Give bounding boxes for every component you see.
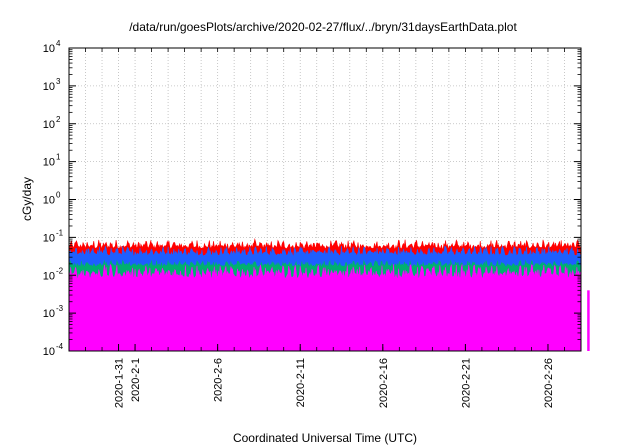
y-tick-exponent: -3 <box>56 304 64 313</box>
y-tick-label: 10 <box>43 81 55 93</box>
y-tick-label: 10 <box>43 43 55 55</box>
x-tick-labels: 2020-1-31 2020-2-1 2020-2-6 2020-2-11 2020-2… <box>114 358 556 408</box>
y-tick-label: 10 <box>43 157 55 169</box>
data-series <box>68 238 590 352</box>
x-tick-label: 2020-2-16 <box>378 358 390 408</box>
x-tick-label: 2020-2-1 <box>130 358 142 402</box>
y-tick-exponent: 3 <box>56 77 61 86</box>
y-tick-exponent: 4 <box>56 39 61 48</box>
x-tick-label: 2020-2-11 <box>295 358 307 407</box>
y-tick-label: 10 <box>43 308 55 320</box>
x-tick-label: 2020-1-31 <box>114 358 126 408</box>
chart-title: /data/run/goesPlots/archive/2020-02-27/f… <box>129 20 517 34</box>
x-tick-label: 2020-2-26 <box>543 358 555 408</box>
y-tick-exponent: -1 <box>56 228 64 237</box>
y-tick-label: 10 <box>43 270 55 282</box>
y-tick-label: 10 <box>43 195 55 207</box>
y-tick-exponent: -2 <box>56 266 64 275</box>
y-tick-label: 10 <box>43 119 55 131</box>
y-tick-exponent: -4 <box>56 342 64 351</box>
y-axis-label: cGy/day <box>20 177 34 221</box>
y-tick-label: 10 <box>43 346 55 358</box>
x-tick-label: 2020-2-6 <box>213 358 225 402</box>
y-tick-exponent: 0 <box>56 191 61 200</box>
axis-ticks <box>68 47 582 352</box>
x-tick-label: 2020-2-21 <box>460 358 472 408</box>
y-tick-exponent: 1 <box>56 153 61 162</box>
x-axis-label: Coordinated Universal Time (UTC) <box>233 431 417 445</box>
y-tick-label: 10 <box>43 232 55 244</box>
y-tick-exponent: 2 <box>56 115 61 124</box>
